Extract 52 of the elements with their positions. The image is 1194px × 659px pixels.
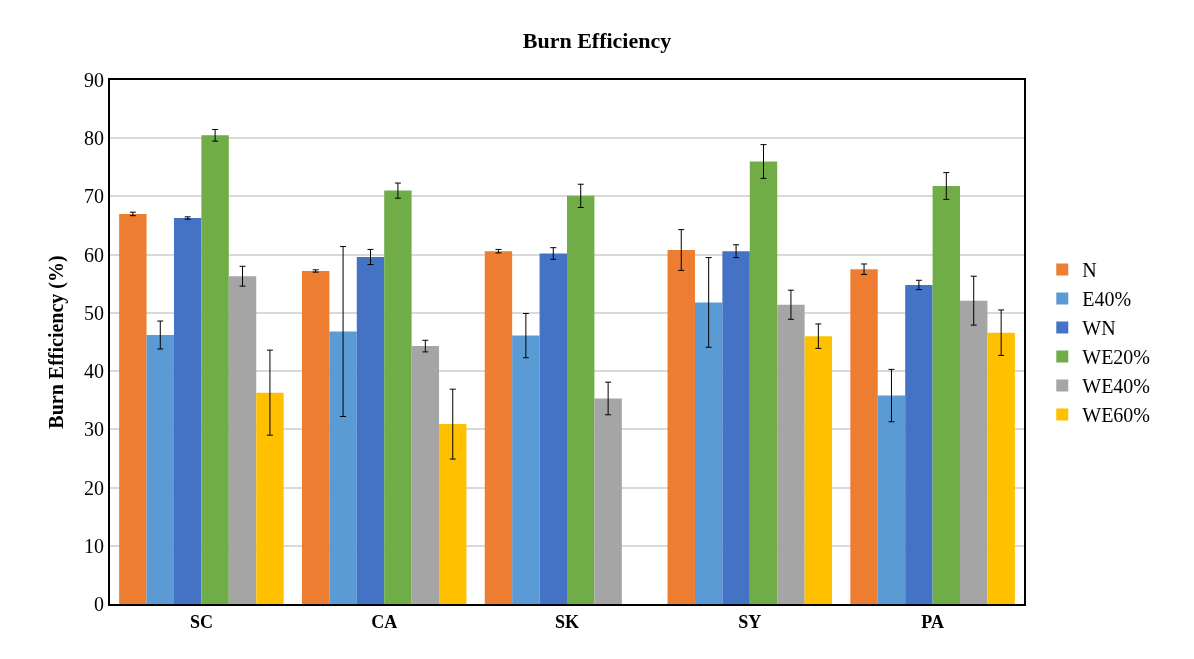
bar (804, 336, 833, 604)
legend-label: N (1082, 259, 1097, 282)
bar (905, 284, 933, 604)
bar (301, 270, 330, 604)
bar (567, 195, 595, 604)
legend-label: WN (1082, 317, 1116, 340)
bar (539, 253, 567, 604)
legend-label: WE40% (1082, 375, 1151, 398)
y-tick-label: 30 (84, 418, 104, 441)
x-tick-label: PA (921, 611, 944, 632)
bar (987, 332, 1015, 604)
x-tick-label: SY (738, 611, 762, 632)
y-tick-label: 70 (84, 185, 104, 208)
y-tick-label: 90 (84, 69, 104, 91)
legend-label: E40% (1082, 288, 1132, 311)
y-tick-label: 80 (84, 127, 104, 150)
y-tick-label: 0 (94, 593, 104, 615)
chart-title: Burn Efficiency (522, 28, 672, 54)
bar (119, 213, 147, 604)
bar (960, 300, 988, 604)
bar (256, 392, 284, 604)
bar (749, 161, 778, 604)
bar (201, 135, 229, 604)
y-tick-label: 60 (84, 243, 104, 266)
legend-label: WE20% (1082, 346, 1151, 369)
bar (932, 185, 961, 604)
bar (329, 331, 357, 604)
bar (777, 304, 805, 604)
bar (594, 398, 622, 604)
y-tick-label: 40 (84, 360, 104, 383)
x-tick-label: CA (371, 611, 398, 632)
bar (484, 251, 513, 604)
bar (850, 269, 878, 604)
y-axis-title: Burn Efficiency (%) (45, 255, 68, 429)
bar (356, 257, 385, 604)
legend-label: WE60% (1082, 404, 1151, 427)
bar (411, 346, 440, 604)
y-tick-label: 10 (84, 534, 104, 557)
bar (384, 190, 412, 604)
bar (667, 250, 695, 604)
bar (877, 395, 906, 604)
bar (512, 335, 540, 604)
y-tick-label: 50 (84, 301, 104, 324)
bar (694, 302, 723, 604)
bar (228, 276, 257, 604)
x-tick-label: SC (189, 611, 213, 632)
bar (722, 251, 750, 604)
y-tick-label: 20 (84, 476, 104, 499)
bar (439, 424, 467, 604)
bar (173, 217, 202, 604)
bar (146, 335, 174, 604)
x-tick-label: SK (554, 611, 580, 632)
